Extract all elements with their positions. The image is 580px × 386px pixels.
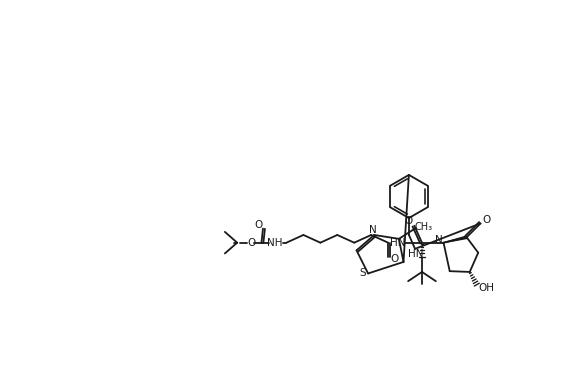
Text: S: S: [360, 269, 366, 278]
Text: HN: HN: [408, 249, 423, 259]
Text: OH: OH: [478, 283, 495, 293]
Polygon shape: [444, 236, 467, 243]
Text: HN: HN: [390, 238, 405, 248]
Text: O: O: [483, 215, 491, 225]
Text: O: O: [404, 216, 412, 226]
Text: N: N: [369, 225, 376, 235]
Text: CH₃: CH₃: [415, 222, 433, 232]
Text: O: O: [247, 238, 255, 248]
Text: O: O: [390, 254, 398, 264]
Text: N: N: [435, 235, 443, 245]
Text: NH: NH: [267, 238, 282, 248]
Text: O: O: [255, 220, 263, 230]
